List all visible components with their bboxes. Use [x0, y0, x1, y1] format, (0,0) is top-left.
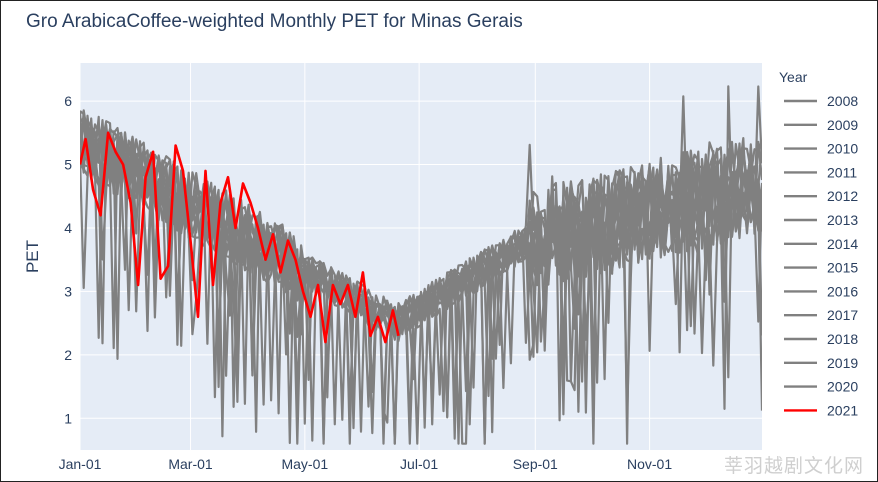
y-tick-label: 5	[64, 157, 72, 173]
series-line-2019	[80, 116, 762, 445]
x-tick-label: May-01	[281, 456, 328, 472]
legend-label-2010: 2010	[827, 141, 858, 157]
x-tick-label: Sep-01	[513, 456, 558, 472]
legend-label-2012: 2012	[827, 188, 858, 204]
y-tick-label: 6	[64, 93, 72, 109]
x-tick-label: Nov-01	[627, 456, 672, 472]
series-line-2021	[80, 131, 400, 344]
legend-label-2020: 2020	[827, 379, 858, 395]
legend-label-2021: 2021	[827, 402, 858, 418]
legend-label-2013: 2013	[827, 212, 858, 228]
y-tick-label: 2	[64, 347, 72, 363]
legend-label-2009: 2009	[827, 117, 858, 133]
legend-label-2014: 2014	[827, 236, 858, 252]
legend-label-2015: 2015	[827, 260, 858, 276]
watermark-logo: 莘羽越剧文化网	[723, 455, 864, 477]
x-tick-label: Jul-01	[400, 456, 438, 472]
y-tick-label: 4	[64, 220, 72, 236]
y-tick-label: 1	[64, 410, 72, 426]
chart-title: Gro ArabicaCoffee-weighted Monthly PET f…	[26, 11, 523, 32]
legend-label-2018: 2018	[827, 331, 858, 347]
legend-label-2019: 2019	[827, 355, 858, 371]
x-tick-label: Mar-01	[168, 456, 213, 472]
legend-label-2017: 2017	[827, 307, 858, 323]
legend-label-2008: 2008	[827, 93, 858, 109]
legend-title: Year	[779, 69, 808, 85]
legend-label-2011: 2011	[827, 164, 857, 180]
series-line-2020	[80, 85, 762, 445]
y-axis-label: PET	[23, 240, 42, 273]
x-tick-label: Jan-01	[59, 456, 102, 472]
legend-label-2016: 2016	[827, 283, 858, 299]
y-tick-label: 3	[64, 283, 72, 299]
